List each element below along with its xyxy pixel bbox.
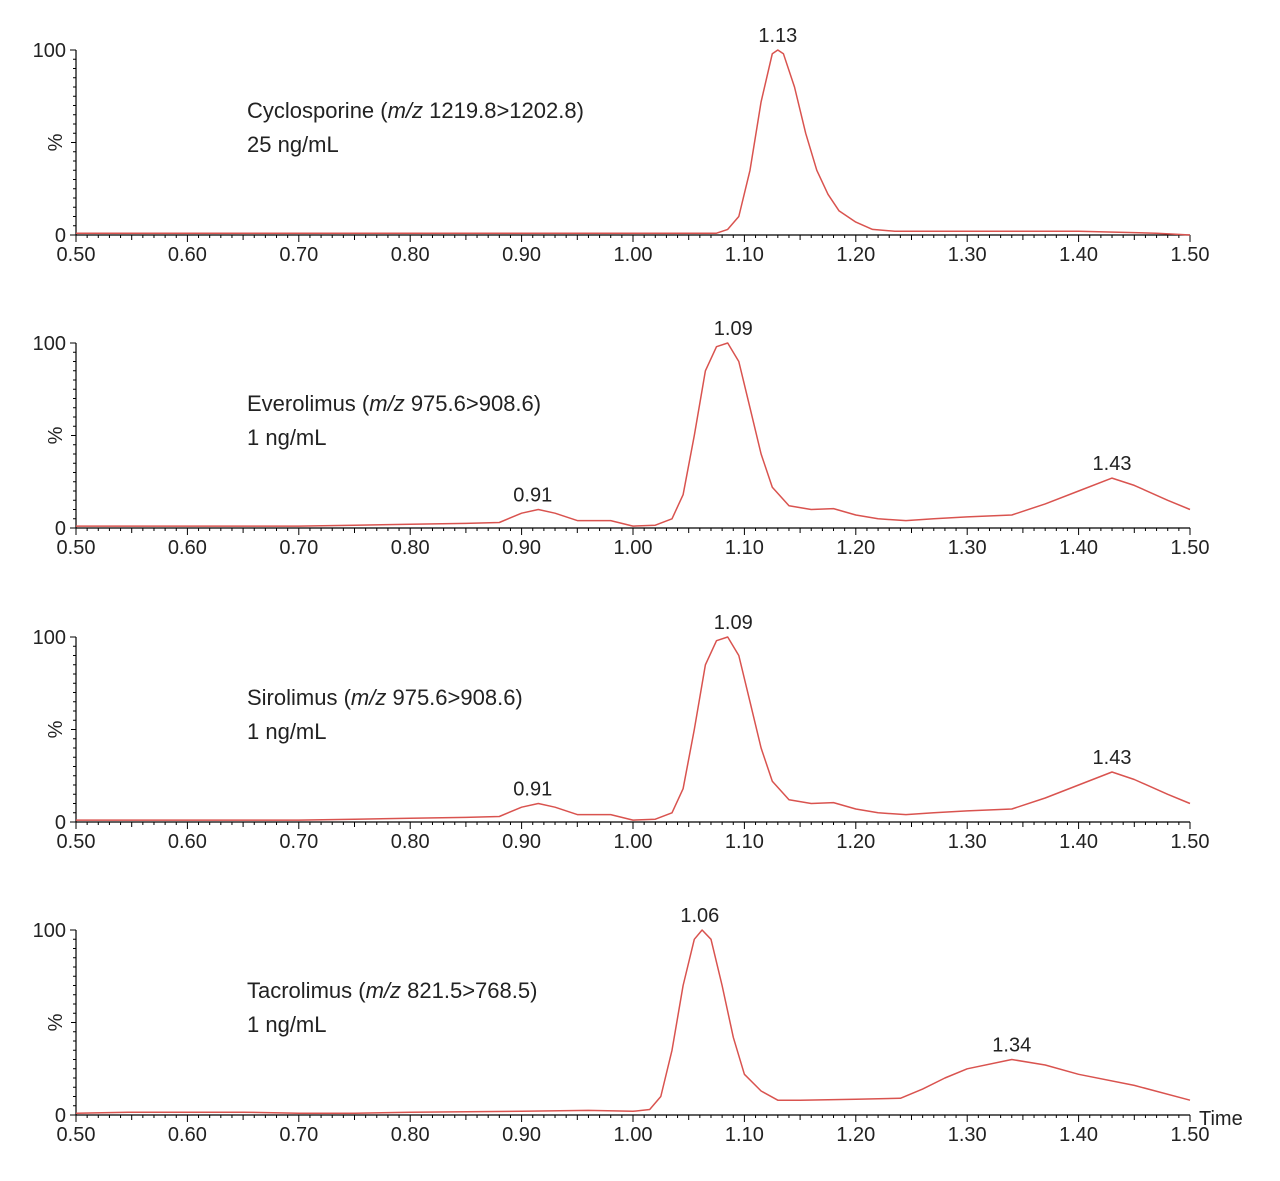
concentration-label: 1 ng/mL xyxy=(247,425,327,450)
compound-label: Cyclosporine (m/z 1219.8>1202.8) xyxy=(247,98,584,123)
peak-label: 0.91 xyxy=(513,779,552,801)
x-tick-label: 1.20 xyxy=(836,1124,875,1146)
x-tick-label: 1.00 xyxy=(614,831,653,853)
mz-label: m/z xyxy=(366,978,401,1003)
series-line xyxy=(76,49,1191,236)
x-tick-label: 0.50 xyxy=(57,831,96,853)
compound-label: Tacrolimus (m/z 821.5>768.5) xyxy=(247,978,537,1003)
x-tick-label: 1.30 xyxy=(948,1124,987,1146)
x-tick-label: 0.50 xyxy=(57,537,96,559)
y-tick-label: 0 xyxy=(55,225,66,247)
x-tick-label: 1.00 xyxy=(614,537,653,559)
x-tick-label: 0.70 xyxy=(279,1124,318,1146)
x-tick-label: 1.20 xyxy=(836,537,875,559)
x-tick-label: 1.30 xyxy=(948,244,987,266)
peak-label: 1.43 xyxy=(1093,453,1132,475)
mz-label: m/z xyxy=(388,98,423,123)
peak-label: 1.43 xyxy=(1093,747,1132,769)
x-tick-label: 0.90 xyxy=(502,831,541,853)
chromatogram-panel-2: 0.50 0.60 0.70 0.80 0.90 1.00 1.10 1.20 1.30 1.40… xyxy=(33,318,1210,559)
y-tick-label: 0 xyxy=(55,812,66,834)
peak-label: 0.91 xyxy=(513,485,552,507)
y-tick-label: 0 xyxy=(55,1105,66,1127)
x-tick-label: 1.50 xyxy=(1171,831,1210,853)
peak-label: 1.13 xyxy=(758,25,797,47)
chromatogram-panel-1: 0.50 0.60 0.70 0.80 0.90 1.00 1.10 1.20 1.30 1.40… xyxy=(33,25,1210,266)
compound-label: Sirolimus (m/z 975.6>908.6) xyxy=(247,685,523,710)
peak-label: 1.34 xyxy=(992,1035,1031,1057)
x-tick-label: 1.00 xyxy=(614,244,653,266)
x-tick-label: 1.40 xyxy=(1059,244,1098,266)
x-tick-label: 1.10 xyxy=(725,831,764,853)
mz-label: m/z xyxy=(369,391,404,416)
mz-label: m/z xyxy=(351,685,386,710)
x-tick-label: 0.60 xyxy=(168,1124,207,1146)
x-tick-label: 1.20 xyxy=(836,244,875,266)
y-axis-label: % xyxy=(45,133,67,151)
y-axis-label: % xyxy=(45,426,67,444)
x-tick-label: 1.40 xyxy=(1059,1124,1098,1146)
x-tick-label: 0.80 xyxy=(391,831,430,853)
chromatogram-panel-4: 0.50 0.60 0.70 0.80 0.90 1.00 1.10 1.20 1.30 1.40… xyxy=(33,905,1243,1146)
x-tick-label: 0.90 xyxy=(502,1124,541,1146)
x-tick-label: 1.30 xyxy=(948,831,987,853)
mz-transition: 975.6>908.6) xyxy=(386,685,522,710)
y-axis-label: % xyxy=(45,720,67,738)
y-tick-label: 100 xyxy=(33,333,66,355)
concentration-label: 25 ng/mL xyxy=(247,132,339,157)
x-tick-label: 1.50 xyxy=(1171,244,1210,266)
y-axis-label: % xyxy=(45,1013,67,1031)
x-tick-label: 1.10 xyxy=(725,537,764,559)
y-tick-label: 0 xyxy=(55,518,66,540)
x-tick-label: 0.80 xyxy=(391,1124,430,1146)
x-tick-label: 1.40 xyxy=(1059,831,1098,853)
chromatogram-panel-3: 0.50 0.60 0.70 0.80 0.90 1.00 1.10 1.20 1.30 1.40… xyxy=(33,612,1210,853)
compound-name: Tacrolimus ( xyxy=(247,978,366,1003)
x-tick-label: 0.50 xyxy=(57,244,96,266)
x-tick-label: 1.30 xyxy=(948,537,987,559)
x-tick-label: 1.00 xyxy=(614,1124,653,1146)
concentration-label: 1 ng/mL xyxy=(247,719,327,744)
x-tick-label: 1.10 xyxy=(725,244,764,266)
x-axis-title: Time xyxy=(1199,1108,1243,1130)
x-tick-label: 0.70 xyxy=(279,831,318,853)
peak-label: 1.09 xyxy=(714,612,753,634)
series-line xyxy=(76,342,1191,527)
x-tick-label: 1.10 xyxy=(725,1124,764,1146)
x-tick-label: 0.90 xyxy=(502,244,541,266)
compound-name: Cyclosporine ( xyxy=(247,98,388,123)
series-line xyxy=(75,929,1191,1114)
compound-name: Everolimus ( xyxy=(247,391,370,416)
peak-label: 1.09 xyxy=(714,318,753,340)
mz-transition: 1219.8>1202.8) xyxy=(423,98,584,123)
peak-label: 1.06 xyxy=(680,905,719,927)
x-tick-label: 0.70 xyxy=(279,537,318,559)
x-tick-label: 1.50 xyxy=(1171,537,1210,559)
x-tick-label: 1.20 xyxy=(836,831,875,853)
compound-label: Everolimus (m/z 975.6>908.6) xyxy=(247,391,541,416)
x-tick-label: 0.60 xyxy=(168,831,207,853)
x-tick-label: 0.60 xyxy=(168,537,207,559)
y-tick-label: 100 xyxy=(33,40,66,62)
compound-name: Sirolimus ( xyxy=(247,685,352,710)
x-tick-label: 1.40 xyxy=(1059,537,1098,559)
mz-transition: 975.6>908.6) xyxy=(405,391,541,416)
mz-transition: 821.5>768.5) xyxy=(401,978,537,1003)
y-tick-label: 100 xyxy=(33,627,66,649)
x-tick-label: 1.50 xyxy=(1171,1124,1210,1146)
x-tick-label: 0.90 xyxy=(502,537,541,559)
x-tick-label: 0.70 xyxy=(279,244,318,266)
x-tick-label: 0.80 xyxy=(391,537,430,559)
x-tick-label: 0.60 xyxy=(168,244,207,266)
series-line xyxy=(76,636,1191,821)
concentration-label: 1 ng/mL xyxy=(247,1012,327,1037)
x-tick-label: 0.50 xyxy=(57,1124,96,1146)
x-tick-label: 0.80 xyxy=(391,244,430,266)
y-tick-label: 100 xyxy=(33,920,66,942)
